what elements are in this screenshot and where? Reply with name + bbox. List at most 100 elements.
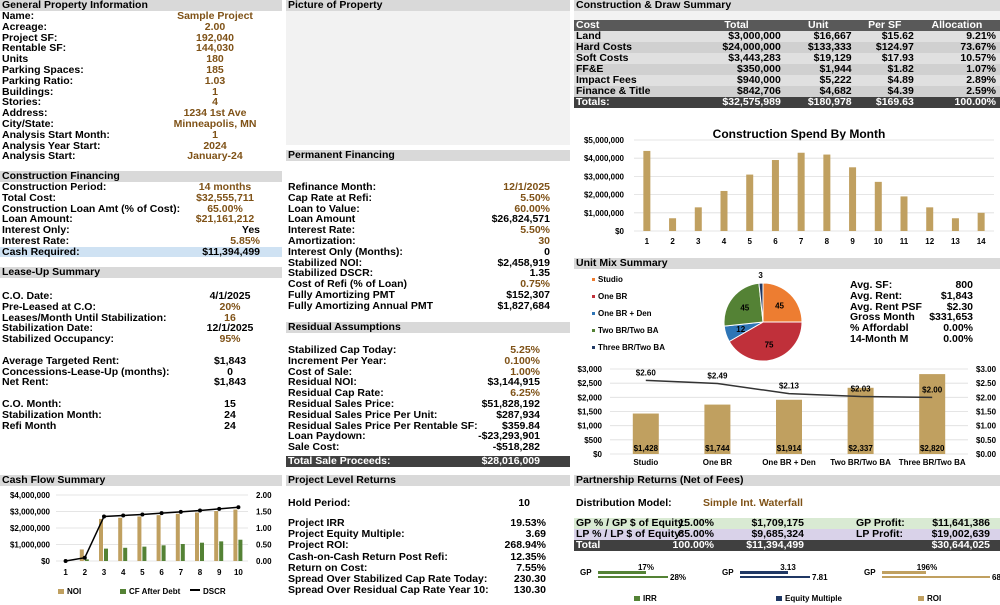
- lease-up-label: C.O. Date:: [2, 290, 53, 302]
- noi-bar: [99, 518, 103, 561]
- perm-financing-value: 30: [538, 235, 550, 247]
- total-sale-proceeds-value: $28,016,009: [481, 455, 540, 467]
- psf-ytick: $0.50: [976, 436, 997, 445]
- perm-financing-row: Cost of Refi (% of Loan) 0.75%: [286, 279, 570, 290]
- construction-financing-label: Interest Rate:: [2, 235, 70, 247]
- draw-cell: Allocation: [931, 19, 983, 31]
- returns-value: 130.30: [513, 584, 546, 597]
- spend-bar: [643, 150, 651, 231]
- cash-legend-swatch: [120, 589, 126, 594]
- rent-ytick: $3,000: [578, 365, 603, 374]
- draw-header: Construction & Draw Summary: [574, 0, 1000, 11]
- mini-bar-gp: [598, 571, 646, 574]
- cash-ytick: $0: [41, 557, 50, 566]
- lease-up-row: Pre-Leased at C.O: 20%: [0, 302, 282, 313]
- mini-legend-label: IRR: [643, 594, 657, 603]
- pie-label: 12: [736, 325, 745, 334]
- lease-up-row: Leases/Month Until Stabilization: 16: [0, 312, 282, 324]
- noi-bar: [233, 509, 238, 561]
- spend-bar: [926, 207, 934, 231]
- partnership-cell: $30,644,025: [931, 539, 990, 551]
- unit-stat-row: Avg. Rent PSF $2.30: [850, 300, 998, 313]
- returns-row: Project ROI: 268.94%: [286, 540, 570, 551]
- cash-xtick: 6: [159, 568, 164, 577]
- lease-up-value: 0: [227, 365, 233, 378]
- construction-financing-row: Construction Period: 14 months: [0, 182, 282, 193]
- mini-gp-label: GP: [864, 568, 876, 577]
- spend-ytick: $0: [615, 227, 624, 236]
- unit-stat-value: $2.30: [946, 300, 973, 313]
- perm-financing-label: Fully Amortizing PMT: [288, 289, 395, 301]
- dscr-point: [82, 555, 87, 560]
- dscr-ytick: 2.00: [256, 491, 272, 500]
- unit-legend-label: Studio: [598, 275, 623, 284]
- psf-label: $2.49: [707, 371, 728, 380]
- draw-cell: $133,333: [807, 41, 852, 53]
- unit-stat-row: 14-Month M 0.00%: [850, 334, 998, 345]
- noi-bar: [118, 517, 123, 561]
- draw-cell: 73.67%: [960, 41, 996, 53]
- partnership-header: Partnership Returns (Net of Fees): [574, 475, 1000, 486]
- psf-ytick: $0.00: [976, 450, 997, 459]
- draw-cell: 9.21%: [966, 30, 996, 42]
- unit-stat-value: 0.00%: [943, 333, 973, 345]
- construction-financing-row: Cash Required: $11,394,499: [0, 247, 282, 258]
- cash-legend-label: DSCR: [203, 587, 226, 596]
- rent-xtick: Two BR/Two BA: [830, 458, 891, 467]
- perm-financing-value: $2,458,919: [497, 256, 550, 269]
- mini-legend-swatch: [634, 596, 640, 601]
- general-row: Rentable SF: 144,030: [0, 43, 282, 54]
- construction-financing-label: Cash Required:: [2, 245, 80, 258]
- psf-ytick: $1.50: [976, 408, 997, 417]
- mini-gp-label: GP: [580, 568, 592, 577]
- construction-financing-label: Construction Loan Amt (% of Cost):: [2, 202, 181, 215]
- construction-financing-label: Interest Only:: [2, 224, 70, 237]
- draw-cell: $124.97: [875, 41, 914, 53]
- psf-label: $2.60: [636, 368, 657, 377]
- draw-cell: $16,667: [813, 30, 852, 42]
- returns-value: 12.35%: [510, 550, 546, 563]
- cf-bar: [200, 542, 204, 561]
- general-row: Acreage: 2.00: [0, 22, 282, 33]
- returns-row: Spread Over Stabilized Cap Rate Today: 23…: [286, 574, 570, 585]
- cash-ytick: $3,000,000: [10, 508, 51, 517]
- perm-financing-row: Interest Only (Months): 0: [286, 247, 570, 258]
- general-value: January-24: [187, 150, 243, 163]
- mini-bar-lp: [882, 576, 990, 578]
- lease-up-label: Pre-Leased at C.O:: [2, 300, 96, 313]
- rent-bar: [776, 399, 802, 454]
- lease-up-value: 95%: [219, 333, 241, 346]
- draw-cell: 10.57%: [960, 52, 996, 64]
- draw-cell: 2.59%: [966, 85, 996, 97]
- cash-xtick: 1: [63, 568, 68, 577]
- draw-cell: $1.82: [887, 63, 914, 75]
- draw-cell: $350,000: [737, 63, 781, 75]
- general-label: Rentable SF:: [2, 42, 67, 55]
- cashflow-panel: Cash Flow Summary $4,000,000 2.00 $3,000,0…: [0, 475, 282, 605]
- partnership-cell: 15.00%: [678, 517, 714, 529]
- partnership-cell: GP Profit:: [856, 517, 905, 529]
- psf-ytick: $2.50: [976, 379, 997, 388]
- perm-financing-label: Stabilized NOI:: [288, 256, 363, 269]
- spend-xtick: 7: [799, 237, 804, 246]
- partnership-cell: 85.00%: [678, 528, 714, 540]
- spend-xtick: 9: [850, 237, 855, 246]
- spend-xtick: 1: [645, 237, 650, 246]
- draw-cell: $15.62: [881, 30, 914, 42]
- cash-ytick: $1,000,000: [10, 541, 51, 550]
- distribution-model-label: Distribution Model:: [576, 497, 672, 509]
- perm-financing-panel: Permanent Financing Refinance Month: 12/1…: [286, 150, 570, 320]
- general-value: 180: [206, 53, 224, 66]
- spend-xtick: 4: [722, 237, 727, 246]
- lease-up-label: Stabilization Date:: [2, 322, 94, 335]
- cashflow-chart: $4,000,000 2.00 $3,000,000 1.50 $2,000,000 1.…: [10, 491, 272, 596]
- general-row: Analysis Start Month: 1: [0, 130, 282, 141]
- lease-up-panel: Lease-Up Summary C.O. Date: 4/1/2025 Pre-L…: [0, 267, 282, 437]
- residual-value: -$23,293,901: [478, 430, 540, 443]
- lease-up-row: Average Targeted Rent: $1,843: [0, 356, 282, 367]
- noi-bar: [79, 549, 84, 561]
- unit-legend-label: One BR: [598, 292, 628, 301]
- partnership-cell: GP % / GP $ of Equity:: [576, 517, 688, 529]
- returns-value: 3.69: [525, 528, 546, 541]
- draw-panel: Construction & Draw Summary Cost Total Uni…: [574, 0, 1000, 110]
